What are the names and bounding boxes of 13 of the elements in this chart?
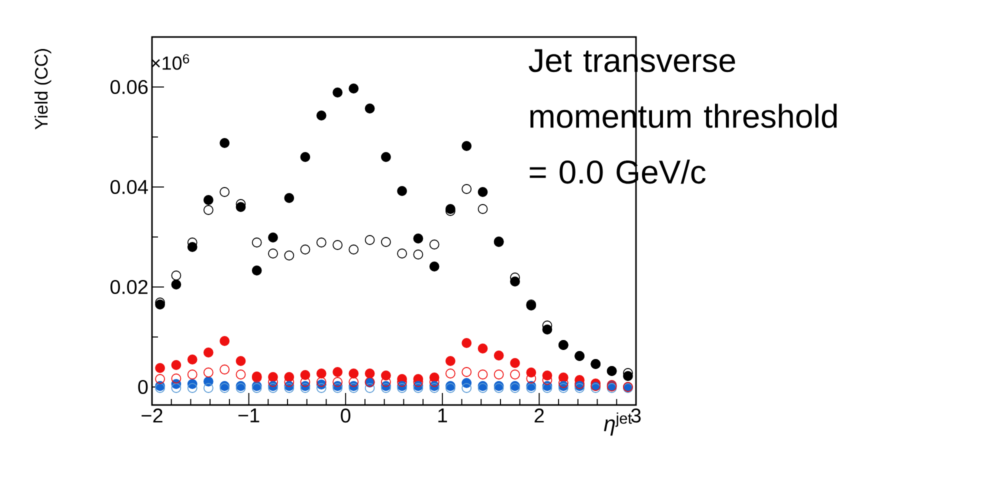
x-tick-label: −2 <box>142 408 162 422</box>
y-tick-label: 0.06 <box>110 80 148 94</box>
y-tick-label: 0 <box>138 380 148 394</box>
y-tick-label: 0.02 <box>110 280 148 294</box>
x-tick-label: 0 <box>340 408 350 423</box>
annotation: ×10$^{6}$ <box>152 54 190 70</box>
y-tick-label: 0.04 <box>110 180 148 194</box>
x-axis-title: η$^{jet}$ <box>604 412 632 436</box>
x-tick-label: 3 <box>631 408 641 423</box>
x-tick-label: −1 <box>238 408 260 422</box>
x-tick-label: 2 <box>534 408 544 422</box>
y-axis-title: Yield (CC) <box>34 49 52 130</box>
x-tick-label: 1 <box>438 408 447 422</box>
